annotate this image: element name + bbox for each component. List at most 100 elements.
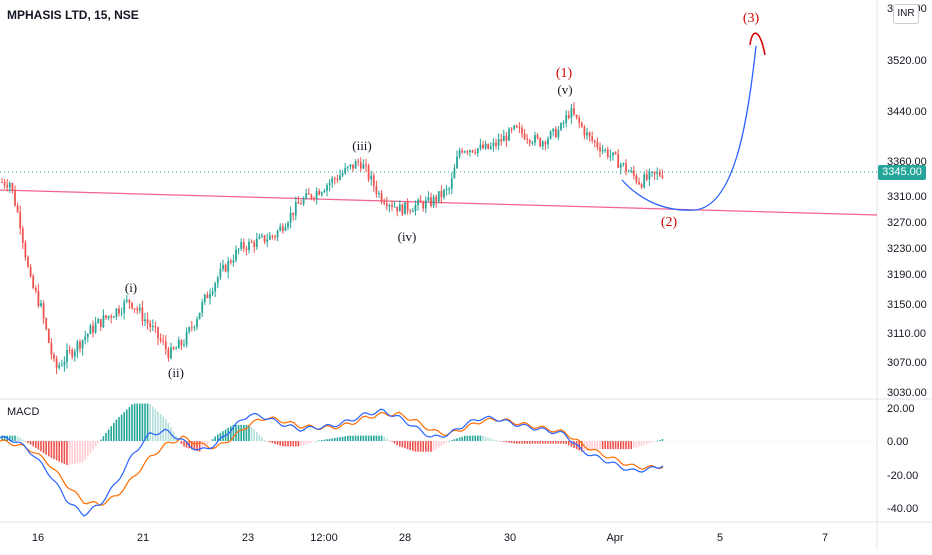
macd-histogram-bar	[29, 441, 32, 445]
macd-histogram-bar	[596, 441, 599, 450]
candle-body	[630, 170, 633, 172]
macd-histogram-bar	[453, 439, 456, 441]
candle-body	[656, 172, 659, 174]
candle-body	[102, 315, 105, 328]
candle-body	[484, 143, 487, 149]
candle-body	[437, 191, 440, 202]
macd-histogram-bar	[328, 438, 331, 441]
candle-body	[645, 174, 648, 180]
candle-body	[328, 182, 331, 186]
candle-body	[146, 319, 149, 324]
candle-body	[99, 319, 102, 328]
macd-histogram-bar	[399, 441, 401, 447]
candle-body	[378, 193, 380, 195]
candle-body	[658, 172, 661, 176]
macd-histogram-bar	[63, 441, 66, 465]
candle-body	[518, 127, 521, 129]
macd-histogram-bar	[521, 441, 523, 444]
price-axis-tick-label: 3150.00	[887, 299, 927, 311]
wave-label-v: (v)	[557, 82, 572, 97]
candle-body	[136, 308, 139, 311]
macd-histogram-bar	[339, 437, 341, 441]
price-axis-tick-label: 3440.00	[887, 106, 927, 118]
candle-body	[510, 128, 513, 130]
candle-body	[469, 150, 471, 153]
macd-histogram-bar	[404, 441, 406, 449]
macd-histogram-bar	[464, 435, 466, 441]
macd-histogram-bar	[292, 441, 294, 447]
macd-histogram-bar	[549, 441, 552, 444]
candle-body	[346, 166, 349, 168]
currency-badge[interactable]: INR	[893, 4, 919, 24]
candle-body	[279, 226, 282, 231]
macd-histogram-bar	[492, 439, 495, 441]
macd-histogram-bar	[154, 409, 157, 441]
macd-histogram-bar	[97, 441, 99, 443]
macd-histogram-bar	[274, 441, 276, 444]
candle-body	[562, 122, 565, 124]
macd-histogram-bar	[417, 441, 419, 452]
macd-histogram-bar	[133, 403, 136, 441]
candle-body	[66, 350, 68, 363]
candle-body	[375, 186, 378, 194]
macd-axis-tick-label: -20.00	[887, 470, 918, 482]
macd-histogram-bar	[393, 441, 396, 444]
candle-body	[544, 141, 547, 145]
macd-histogram-bar	[323, 439, 326, 441]
candle-body	[151, 326, 154, 328]
candle-body	[456, 156, 458, 169]
macd-histogram-bar	[347, 435, 349, 441]
macd-histogram-bar	[201, 441, 203, 450]
macd-histogram-bar	[635, 441, 638, 448]
macd-histogram-bar	[191, 441, 193, 450]
candle-body	[333, 178, 336, 180]
candle-body	[300, 203, 302, 205]
projection-curve[interactable]	[621, 45, 757, 211]
macd-histogram-bar	[526, 441, 528, 444]
macd-histogram-bar	[477, 435, 479, 441]
macd-histogram-bar	[185, 441, 188, 448]
macd-histogram-bar	[269, 441, 271, 443]
macd-histogram-bar	[341, 436, 344, 441]
macd-histogram-bar	[263, 439, 266, 441]
macd-histogram-bar	[266, 441, 268, 442]
macd-histogram-bar	[438, 441, 440, 448]
candle-body	[508, 128, 510, 141]
candle-body	[297, 202, 300, 204]
macd-histogram-bar	[258, 434, 261, 441]
candle-body	[3, 182, 6, 186]
candle-body	[73, 351, 76, 357]
macd-histogram-bar	[570, 441, 573, 447]
candle-body	[71, 350, 74, 357]
candle-body	[453, 168, 456, 179]
macd-histogram-bar	[206, 441, 209, 445]
macd-histogram-bar	[388, 440, 391, 441]
candle-body	[248, 241, 250, 251]
macd-histogram-bar	[651, 441, 653, 443]
macd-histogram-bar	[198, 441, 201, 452]
candle-body	[40, 303, 42, 307]
macd-histogram-bar	[440, 441, 443, 446]
candle-body	[531, 142, 534, 144]
candle-body	[393, 206, 396, 208]
candle-body	[310, 194, 313, 199]
macd-histogram-bar	[622, 441, 625, 450]
macd-histogram-bar	[196, 441, 198, 451]
candle-body	[648, 171, 651, 180]
macd-histogram-bar	[375, 435, 378, 441]
macd-histogram-bar	[136, 403, 138, 441]
candle-body	[276, 230, 279, 238]
candle-body	[612, 152, 614, 156]
candle-body	[227, 260, 230, 272]
macd-histogram-bar	[32, 441, 34, 447]
macd-histogram-bar	[1, 435, 3, 441]
candle-body	[635, 175, 638, 182]
macd-histogram-bar	[120, 414, 123, 441]
candle-body	[313, 198, 315, 200]
macd-histogram-bar	[625, 441, 627, 450]
macd-histogram-bar	[620, 441, 622, 450]
macd-histogram-bar	[115, 419, 118, 441]
candle-body	[567, 115, 570, 118]
